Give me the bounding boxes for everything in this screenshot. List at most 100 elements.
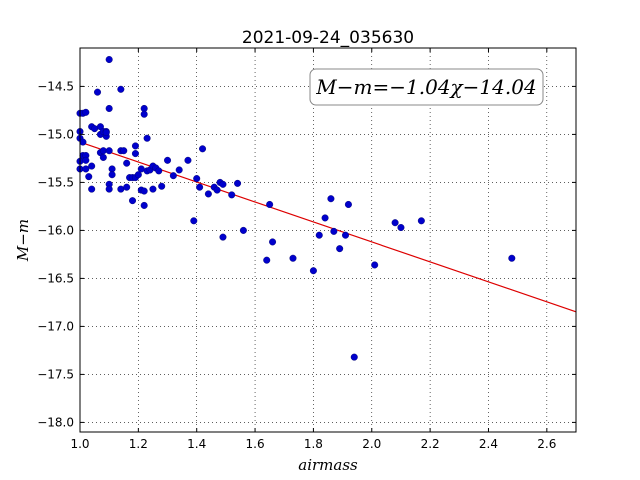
data-point bbox=[108, 171, 116, 179]
data-point bbox=[266, 200, 274, 208]
data-point bbox=[315, 231, 323, 239]
data-point bbox=[120, 147, 128, 155]
data-point bbox=[99, 153, 107, 161]
data-point bbox=[204, 190, 212, 198]
data-point bbox=[190, 217, 198, 225]
data-point bbox=[102, 128, 110, 136]
data-point bbox=[88, 185, 96, 193]
data-point bbox=[169, 172, 177, 180]
data-point bbox=[88, 162, 96, 170]
data-point bbox=[184, 156, 192, 164]
chart-title: 2021-09-24_035630 bbox=[242, 28, 414, 48]
data-point bbox=[85, 173, 93, 181]
data-point bbox=[219, 233, 227, 241]
data-point bbox=[140, 110, 148, 118]
data-point bbox=[134, 171, 142, 179]
data-point bbox=[131, 150, 139, 158]
fit-line bbox=[79, 141, 577, 313]
x-tick-label: 2.4 bbox=[479, 437, 498, 451]
x-tick-labels: 1.0 1.2 1.4 1.6 1.8 2.0 2.2 2.4 2.6 bbox=[70, 437, 556, 451]
x-tick-label: 1.0 bbox=[70, 437, 89, 451]
data-point bbox=[213, 186, 221, 194]
data-point bbox=[82, 165, 90, 173]
y-axis-label: M−m bbox=[14, 219, 32, 262]
fit-equation-box: M−m=−1.04χ−14.04 bbox=[309, 68, 544, 106]
data-point bbox=[117, 85, 125, 93]
data-point bbox=[263, 256, 271, 264]
x-axis-label: airmass bbox=[298, 456, 358, 474]
data-point bbox=[371, 261, 379, 269]
y-tick-label: −15.0 bbox=[37, 127, 74, 141]
data-point bbox=[321, 214, 329, 222]
data-point bbox=[327, 195, 335, 203]
y-tick-label: −15.5 bbox=[37, 175, 74, 189]
data-point bbox=[330, 227, 338, 235]
data-point bbox=[91, 125, 99, 133]
data-point bbox=[397, 224, 405, 232]
data-point bbox=[158, 182, 166, 190]
data-point bbox=[196, 183, 204, 191]
y-tick-label: −16.5 bbox=[37, 271, 74, 285]
data-point bbox=[309, 267, 317, 275]
fit-line-layer bbox=[79, 141, 577, 313]
data-point bbox=[508, 254, 516, 262]
x-tick-label: 1.8 bbox=[304, 437, 323, 451]
data-point bbox=[94, 88, 102, 96]
x-tick-label: 2.2 bbox=[421, 437, 440, 451]
data-point bbox=[344, 200, 352, 208]
data-point bbox=[289, 254, 297, 262]
data-point bbox=[137, 165, 145, 173]
data-point bbox=[193, 175, 201, 183]
data-point bbox=[219, 180, 227, 188]
data-point bbox=[228, 191, 236, 199]
data-point bbox=[342, 231, 350, 239]
data-point bbox=[143, 134, 151, 142]
x-tick-label: 1.6 bbox=[246, 437, 265, 451]
x-tick-label: 1.4 bbox=[187, 437, 206, 451]
data-point bbox=[199, 145, 207, 153]
data-point bbox=[105, 147, 113, 155]
data-point bbox=[175, 166, 183, 174]
data-point bbox=[123, 159, 131, 167]
data-point bbox=[391, 219, 399, 227]
data-point bbox=[123, 183, 131, 191]
data-point bbox=[129, 197, 137, 205]
y-tick-label: −14.5 bbox=[37, 79, 74, 93]
data-point bbox=[155, 167, 163, 175]
x-tick-label: 1.2 bbox=[129, 437, 148, 451]
data-points bbox=[76, 56, 516, 361]
y-tick-labels: −14.5 −15.0 −15.5 −16.0 −16.5 −17.0 −17.5 −18.0 bbox=[37, 79, 74, 429]
plot-area-frame bbox=[79, 47, 577, 433]
data-point bbox=[82, 108, 90, 116]
data-point bbox=[99, 147, 107, 155]
data-point bbox=[105, 56, 113, 64]
data-point bbox=[149, 185, 157, 193]
x-tick-label: 2.0 bbox=[362, 437, 381, 451]
data-point bbox=[239, 226, 247, 234]
data-point bbox=[105, 104, 113, 112]
data-point bbox=[140, 187, 148, 195]
data-point bbox=[105, 185, 113, 193]
y-tick-label: −17.0 bbox=[37, 319, 74, 333]
fit-equation-text: M−m=−1.04χ−14.04 bbox=[315, 75, 536, 99]
axis-ticks bbox=[79, 48, 576, 432]
data-point bbox=[417, 217, 425, 225]
y-tick-label: −18.0 bbox=[37, 415, 74, 429]
data-point bbox=[79, 138, 87, 146]
y-tick-label: −17.5 bbox=[37, 367, 74, 381]
data-point bbox=[131, 142, 139, 150]
data-point bbox=[269, 238, 277, 246]
data-point bbox=[82, 156, 90, 164]
data-point bbox=[164, 156, 172, 164]
data-point bbox=[117, 185, 125, 193]
y-tick-label: −16.0 bbox=[37, 223, 74, 237]
fit-equation-frame bbox=[309, 68, 544, 106]
data-point bbox=[140, 201, 148, 209]
x-tick-label: 2.6 bbox=[537, 437, 556, 451]
data-point bbox=[336, 245, 344, 253]
grid-lines bbox=[79, 48, 576, 432]
data-point bbox=[350, 353, 358, 361]
data-point bbox=[234, 179, 242, 187]
